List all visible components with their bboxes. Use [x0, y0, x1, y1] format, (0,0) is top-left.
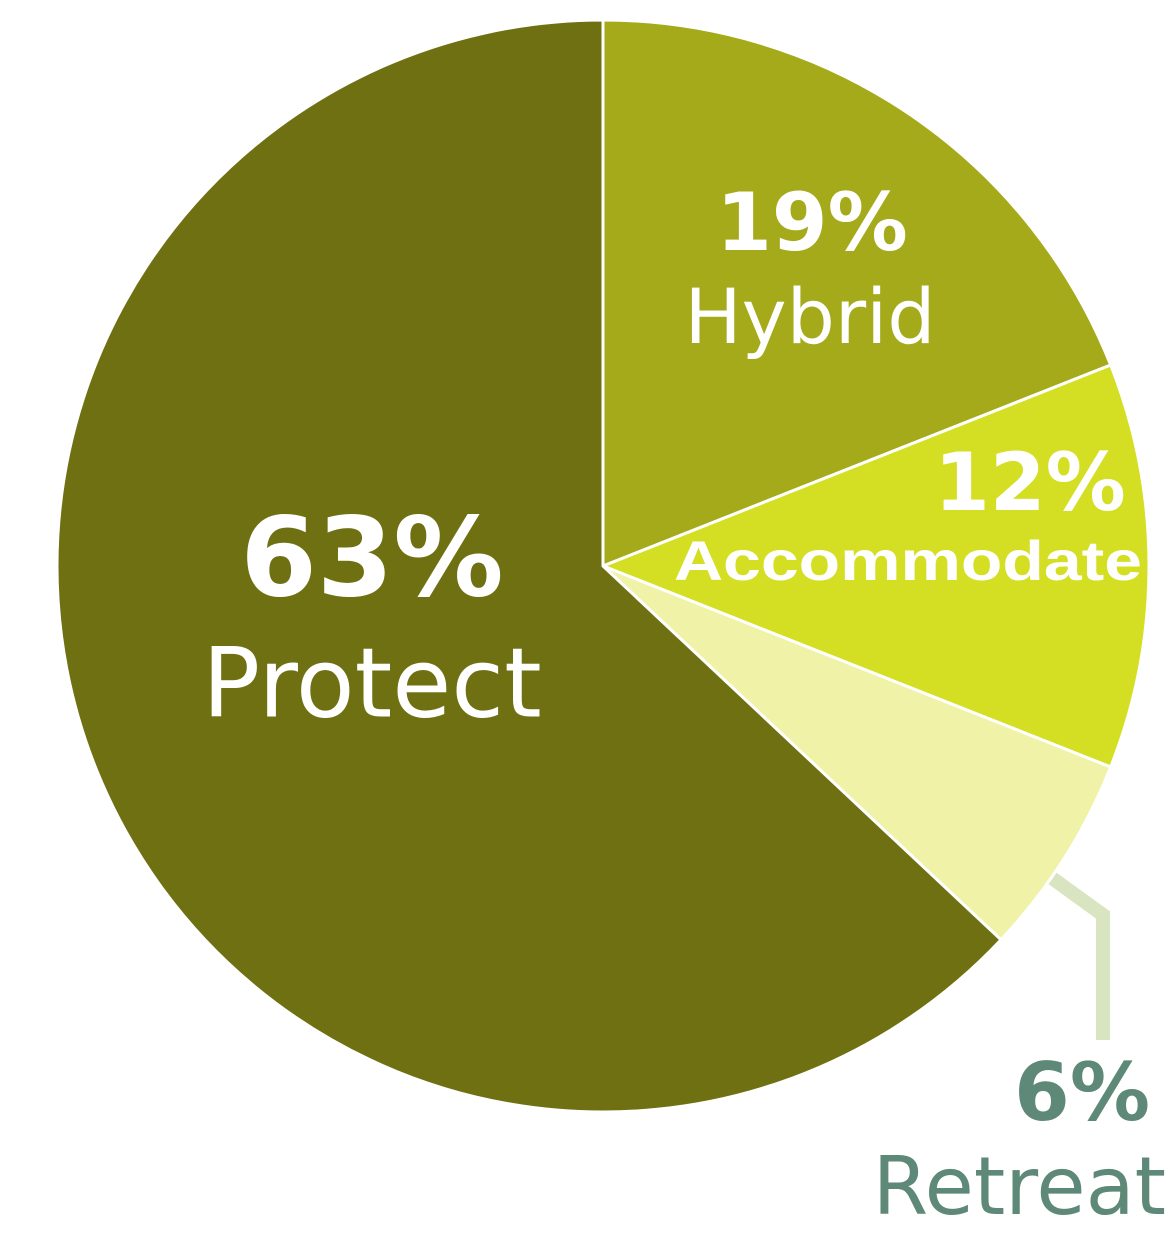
pie-slice	[601, 363, 1151, 769]
pie-slice	[601, 564, 1113, 942]
leader-line	[1047, 872, 1110, 1040]
slice-value-label: 63%	[240, 493, 503, 621]
slice-category-label: Accommodate	[674, 529, 1142, 592]
pie-slice	[55, 18, 1003, 1114]
slice-category-label: Protect	[202, 627, 541, 739]
slice-value-label: 6%	[1014, 1046, 1150, 1139]
slice-category-label: Hybrid	[685, 272, 936, 361]
slice-value-label: 19%	[716, 176, 907, 269]
slice-value-label: 12%	[934, 436, 1125, 529]
pie-slice	[601, 18, 1113, 568]
slice-category-label: Retreat	[873, 1140, 1166, 1233]
